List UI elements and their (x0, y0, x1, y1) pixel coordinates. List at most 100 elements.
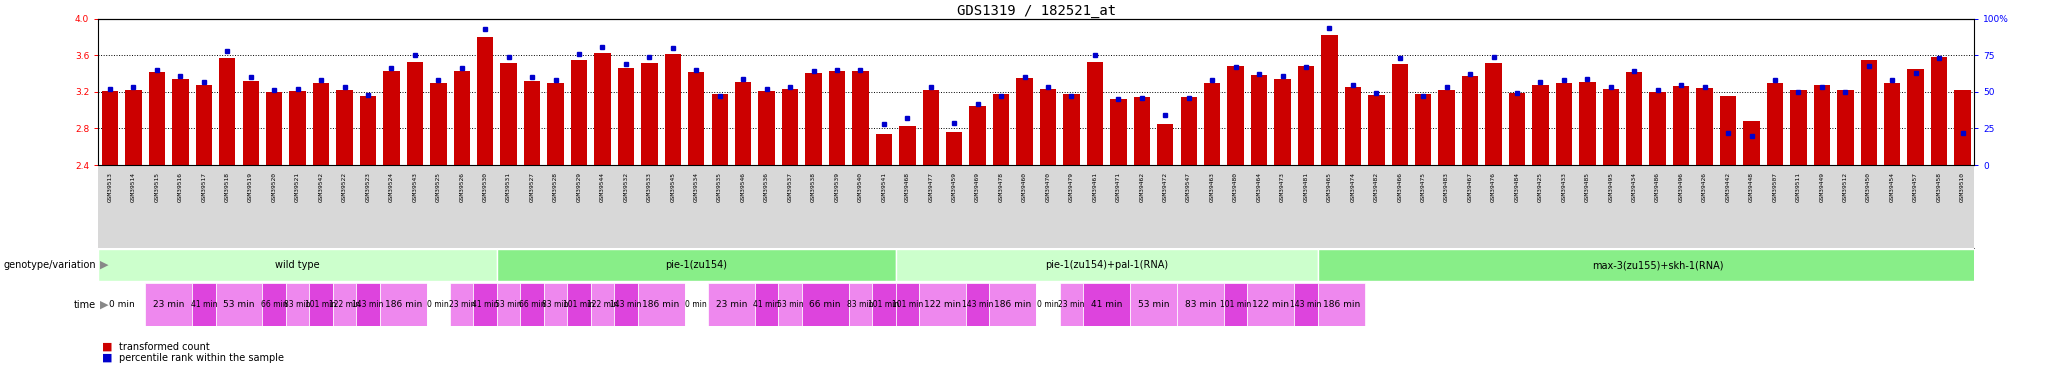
Text: GSM39477: GSM39477 (928, 172, 934, 202)
Bar (451, 283, 473, 326)
Text: 186 min: 186 min (1323, 300, 1360, 309)
Text: 83 min: 83 min (848, 300, 874, 309)
Bar (1346, 87, 1362, 165)
Bar (215, 283, 262, 326)
Text: 101 min: 101 min (563, 300, 594, 309)
Bar (332, 283, 356, 326)
Text: GSM39478: GSM39478 (999, 172, 1004, 202)
Text: GSM39513: GSM39513 (109, 172, 113, 202)
Text: GSM39481: GSM39481 (1303, 172, 1309, 202)
Text: GSM39474: GSM39474 (1350, 172, 1356, 202)
Bar (567, 283, 590, 326)
Text: 143 min: 143 min (610, 300, 641, 309)
Bar (1317, 283, 1364, 326)
Bar (735, 82, 752, 165)
Text: 66 min: 66 min (809, 300, 842, 309)
Text: GSM39462: GSM39462 (1139, 172, 1145, 202)
Text: GSM39521: GSM39521 (295, 172, 301, 202)
Bar (145, 283, 193, 326)
Bar (877, 134, 893, 165)
Bar (1251, 75, 1268, 165)
Text: GSM39539: GSM39539 (834, 172, 840, 202)
Bar (1815, 85, 1831, 165)
Bar (545, 283, 567, 326)
Bar (614, 283, 637, 326)
Text: GSM39449: GSM39449 (1819, 172, 1825, 202)
Text: GSM39533: GSM39533 (647, 172, 651, 202)
Bar (872, 283, 895, 326)
Bar (1837, 90, 1853, 165)
Bar (1110, 99, 1126, 165)
Bar (1790, 90, 1806, 165)
Text: GSM39495: GSM39495 (1608, 172, 1614, 202)
Text: GSM39468: GSM39468 (905, 172, 909, 202)
Bar (197, 86, 213, 165)
Text: GSM39536: GSM39536 (764, 172, 770, 202)
Bar (309, 283, 332, 326)
Bar (498, 249, 895, 281)
Text: GSM39538: GSM39538 (811, 172, 815, 202)
Text: GSM39517: GSM39517 (201, 172, 207, 202)
Bar (967, 283, 989, 326)
Text: 53 min: 53 min (223, 300, 254, 309)
Text: 66 min: 66 min (518, 300, 545, 309)
Bar (829, 71, 846, 165)
Bar (618, 68, 635, 165)
Text: 23 min: 23 min (1059, 300, 1085, 309)
Text: GSM39461: GSM39461 (1092, 172, 1098, 202)
Text: 0 min: 0 min (109, 300, 135, 309)
Bar (1391, 63, 1407, 165)
Bar (242, 81, 258, 165)
Bar (1626, 72, 1642, 165)
Text: ■: ■ (102, 353, 113, 363)
Bar (1931, 57, 1948, 165)
Bar (1649, 92, 1665, 165)
Bar (920, 283, 967, 326)
Text: GSM39479: GSM39479 (1069, 172, 1073, 202)
Text: 53 min: 53 min (776, 300, 803, 309)
Bar (1860, 60, 1876, 165)
Bar (172, 79, 188, 165)
Bar (1579, 82, 1595, 165)
Text: 41 min: 41 min (754, 300, 780, 309)
Text: GSM39512: GSM39512 (1843, 172, 1847, 202)
Text: GSM39544: GSM39544 (600, 172, 604, 202)
Text: GSM39485: GSM39485 (1585, 172, 1589, 202)
Bar (989, 283, 1036, 326)
Bar (1743, 121, 1759, 165)
Bar (778, 283, 803, 326)
Text: GSM39527: GSM39527 (530, 172, 535, 202)
Bar (1274, 79, 1290, 165)
Bar (1298, 66, 1315, 165)
Text: 41 min: 41 min (190, 300, 217, 309)
Bar (1368, 94, 1384, 165)
Bar (1063, 94, 1079, 165)
Text: 0 min: 0 min (686, 300, 707, 309)
Text: GSM39528: GSM39528 (553, 172, 557, 202)
Bar (1016, 78, 1032, 165)
Bar (1036, 283, 1059, 326)
Text: GSM39464: GSM39464 (1257, 172, 1262, 202)
Text: GSM39525: GSM39525 (436, 172, 440, 202)
Bar (637, 283, 684, 326)
Text: GSM39469: GSM39469 (975, 172, 981, 202)
Bar (1247, 283, 1294, 326)
Text: GSM39476: GSM39476 (1491, 172, 1495, 202)
Text: 83 min: 83 min (285, 300, 311, 309)
Bar (1294, 283, 1317, 326)
Bar (1178, 283, 1225, 326)
Bar (895, 249, 1317, 281)
Text: GSM39450: GSM39450 (1866, 172, 1872, 202)
Bar (1321, 35, 1337, 165)
Bar (803, 283, 848, 326)
Text: GSM39467: GSM39467 (1468, 172, 1473, 202)
Bar (1180, 98, 1196, 165)
Bar (356, 283, 379, 326)
Bar (98, 283, 145, 326)
Bar (524, 81, 541, 165)
Text: GSM39523: GSM39523 (365, 172, 371, 202)
Text: 101 min: 101 min (868, 300, 899, 309)
Text: 101 min: 101 min (305, 300, 336, 309)
Bar (1130, 283, 1178, 326)
Bar (289, 91, 305, 165)
